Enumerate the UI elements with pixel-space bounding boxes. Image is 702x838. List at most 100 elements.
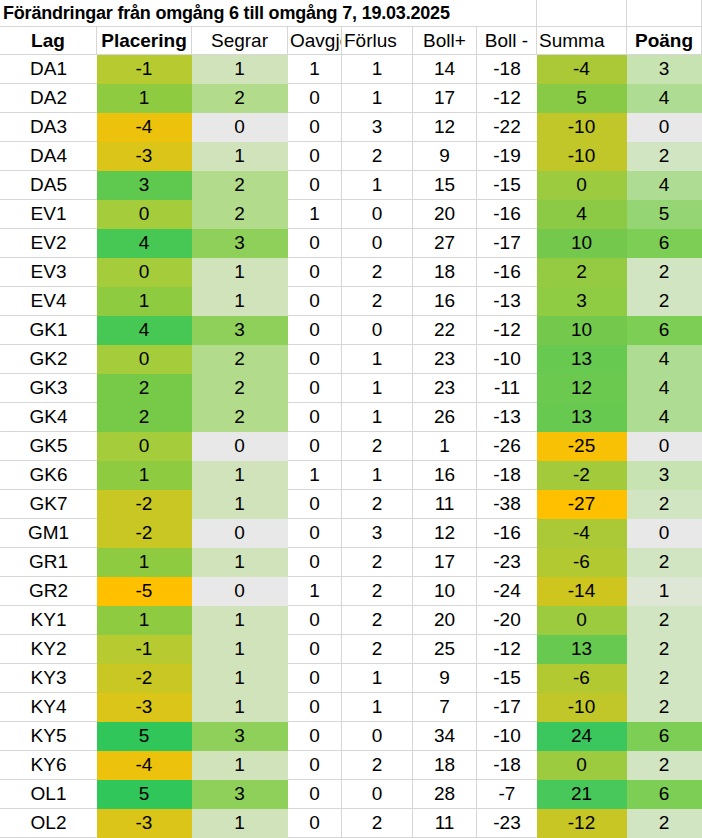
cell-lag[interactable]: OL2 <box>0 809 97 838</box>
cell-placering[interactable]: -2 <box>97 519 192 548</box>
cell-placering[interactable]: -3 <box>97 142 192 171</box>
cell-lag[interactable]: DA2 <box>0 84 97 113</box>
cell-segrar[interactable]: 1 <box>192 693 288 722</box>
cell-summa[interactable]: 0 <box>537 606 627 635</box>
cell-summa[interactable]: -25 <box>537 432 627 461</box>
cell-bollminus[interactable]: -24 <box>477 577 537 606</box>
cell-oavgjorda[interactable]: 0 <box>288 287 342 316</box>
cell-oavgjorda[interactable]: 0 <box>288 374 342 403</box>
cell-bollplus[interactable]: 1 <box>413 432 477 461</box>
cell-segrar[interactable]: 0 <box>192 519 288 548</box>
cell-bollplus[interactable]: 22 <box>413 316 477 345</box>
cell-forlust[interactable]: 2 <box>342 258 413 287</box>
cell-summa[interactable]: 3 <box>537 287 627 316</box>
cell-placering[interactable]: -1 <box>97 635 192 664</box>
cell-bollplus[interactable]: 10 <box>413 577 477 606</box>
cell-segrar[interactable]: 1 <box>192 490 288 519</box>
cell-lag[interactable]: GK2 <box>0 345 97 374</box>
cell-poang[interactable]: 6 <box>627 722 702 751</box>
cell-placering[interactable]: 5 <box>97 780 192 809</box>
cell-placering[interactable]: 0 <box>97 345 192 374</box>
cell-oavgjorda[interactable]: 1 <box>288 461 342 490</box>
cell-oavgjorda[interactable]: 0 <box>288 635 342 664</box>
cell-oavgjorda[interactable]: 0 <box>288 316 342 345</box>
cell-oavgjorda[interactable]: 0 <box>288 693 342 722</box>
cell-bollplus[interactable]: 20 <box>413 200 477 229</box>
cell-forlust[interactable]: 1 <box>342 374 413 403</box>
cell-bollplus[interactable]: 16 <box>413 287 477 316</box>
cell-segrar[interactable]: 0 <box>192 432 288 461</box>
cell-forlust[interactable]: 2 <box>342 548 413 577</box>
cell-bollplus[interactable]: 25 <box>413 635 477 664</box>
cell-poang[interactable]: 5 <box>627 200 702 229</box>
cell-placering[interactable]: 1 <box>97 461 192 490</box>
cell-bollplus[interactable]: 11 <box>413 490 477 519</box>
cell-poang[interactable]: 0 <box>627 519 702 548</box>
cell-placering[interactable]: 0 <box>97 432 192 461</box>
cell-placering[interactable]: 5 <box>97 722 192 751</box>
cell-bollminus[interactable]: -10 <box>477 345 537 374</box>
cell-forlust[interactable]: 1 <box>342 403 413 432</box>
cell-segrar[interactable]: 1 <box>192 258 288 287</box>
cell-segrar[interactable]: 1 <box>192 606 288 635</box>
cell-summa[interactable]: 13 <box>537 345 627 374</box>
cell-bollplus[interactable]: 12 <box>413 519 477 548</box>
cell-oavgjorda[interactable]: 0 <box>288 548 342 577</box>
cell-lag[interactable]: KY5 <box>0 722 97 751</box>
cell-placering[interactable]: -3 <box>97 809 192 838</box>
cell-segrar[interactable]: 3 <box>192 316 288 345</box>
cell-poang[interactable]: 2 <box>627 809 702 838</box>
cell-forlust[interactable]: 2 <box>342 432 413 461</box>
cell-forlust[interactable]: 1 <box>342 461 413 490</box>
cell-bollplus[interactable]: 20 <box>413 606 477 635</box>
column-header-segrar[interactable]: Segrar <box>192 27 288 55</box>
cell-oavgjorda[interactable]: 0 <box>288 113 342 142</box>
cell-bollminus[interactable]: -20 <box>477 606 537 635</box>
cell-summa[interactable]: 0 <box>537 751 627 780</box>
cell-oavgjorda[interactable]: 0 <box>288 403 342 432</box>
cell-forlust[interactable]: 2 <box>342 142 413 171</box>
cell-forlust[interactable]: 2 <box>342 287 413 316</box>
cell-summa[interactable]: -10 <box>537 693 627 722</box>
cell-summa[interactable]: 12 <box>537 374 627 403</box>
cell-summa[interactable]: -10 <box>537 142 627 171</box>
cell-placering[interactable]: 4 <box>97 229 192 258</box>
cell-bollplus[interactable]: 16 <box>413 461 477 490</box>
cell-lag[interactable]: EV4 <box>0 287 97 316</box>
cell-placering[interactable]: 0 <box>97 258 192 287</box>
cell-segrar[interactable]: 1 <box>192 809 288 838</box>
column-header-forlust[interactable]: Förlus <box>342 27 413 55</box>
cell-lag[interactable]: GK6 <box>0 461 97 490</box>
cell-bollminus[interactable]: -13 <box>477 403 537 432</box>
cell-lag[interactable]: GK5 <box>0 432 97 461</box>
cell-lag[interactable]: EV1 <box>0 200 97 229</box>
cell-summa[interactable]: 21 <box>537 780 627 809</box>
cell-bollplus[interactable]: 17 <box>413 84 477 113</box>
cell-lag[interactable]: GR1 <box>0 548 97 577</box>
cell-bollplus[interactable]: 23 <box>413 345 477 374</box>
cell-bollminus[interactable]: -13 <box>477 287 537 316</box>
cell-poang[interactable]: 4 <box>627 374 702 403</box>
cell-segrar[interactable]: 2 <box>192 84 288 113</box>
sheet-title[interactable]: Förändringar från omgång 6 till omgång 7… <box>0 0 537 27</box>
title-empty-cell[interactable] <box>537 0 627 27</box>
cell-placering[interactable]: 1 <box>97 548 192 577</box>
cell-oavgjorda[interactable]: 0 <box>288 780 342 809</box>
cell-summa[interactable]: -14 <box>537 577 627 606</box>
cell-summa[interactable]: -27 <box>537 490 627 519</box>
cell-forlust[interactable]: 1 <box>342 693 413 722</box>
cell-lag[interactable]: GK1 <box>0 316 97 345</box>
cell-lag[interactable]: KY6 <box>0 751 97 780</box>
cell-segrar[interactable]: 3 <box>192 780 288 809</box>
column-header-oavgjorda[interactable]: Oavgjo <box>288 27 342 55</box>
cell-forlust[interactable]: 0 <box>342 229 413 258</box>
cell-oavgjorda[interactable]: 0 <box>288 722 342 751</box>
cell-forlust[interactable]: 2 <box>342 809 413 838</box>
cell-bollplus[interactable]: 18 <box>413 258 477 287</box>
cell-lag[interactable]: KY4 <box>0 693 97 722</box>
cell-oavgjorda[interactable]: 0 <box>288 258 342 287</box>
cell-bollminus[interactable]: -23 <box>477 809 537 838</box>
column-header-bollminus[interactable]: Boll - <box>477 27 537 55</box>
cell-bollminus[interactable]: -12 <box>477 635 537 664</box>
cell-segrar[interactable]: 0 <box>192 577 288 606</box>
